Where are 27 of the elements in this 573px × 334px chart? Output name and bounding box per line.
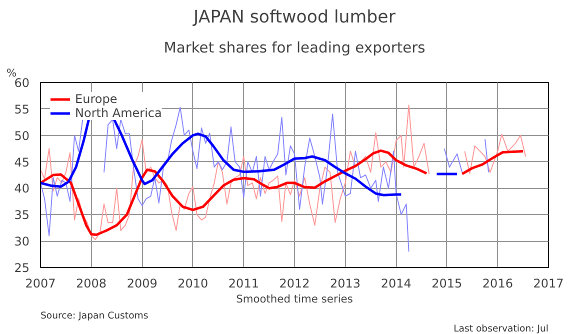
y-axis-title: %: [6, 66, 17, 80]
chart-subtitle: Market shares for leading exporters: [164, 40, 426, 56]
y-tick-label: 35: [14, 208, 30, 222]
y-tick-label: 60: [14, 76, 30, 90]
y-tick-label: 55: [14, 102, 30, 116]
x-tick-label: 2007: [25, 276, 56, 290]
x-tick-label: 2011: [228, 276, 259, 290]
x-tick-label: 2016: [482, 276, 513, 290]
text: Last observation: Jul: [454, 324, 549, 334]
x-tick-label: 2012: [279, 276, 310, 290]
x-tick-label: 2008: [76, 276, 107, 290]
y-tick-label: 50: [14, 128, 30, 143]
y-tick-label: 40: [14, 182, 30, 196]
x-axis-title: Smoothed time series: [236, 292, 354, 306]
x-tick-label: 2013: [330, 276, 361, 290]
x-tick-label: 2014: [380, 276, 412, 290]
x-tick-label: 2009: [126, 276, 158, 290]
source-note: Source: Japan Customs: [40, 310, 148, 322]
y-tick-label: 45: [14, 155, 30, 170]
x-tick-label: 2015: [432, 276, 462, 290]
x-tick-label: 2010: [178, 276, 208, 290]
legend-label: Europe: [75, 92, 118, 106]
y-tick-label: 30: [14, 234, 30, 249]
legend-label: North America: [75, 106, 162, 120]
chart-title: JAPAN softwood lumber: [192, 8, 396, 28]
x-tick-label: 2017: [533, 276, 564, 290]
y-tick-label: 25: [14, 261, 30, 275]
